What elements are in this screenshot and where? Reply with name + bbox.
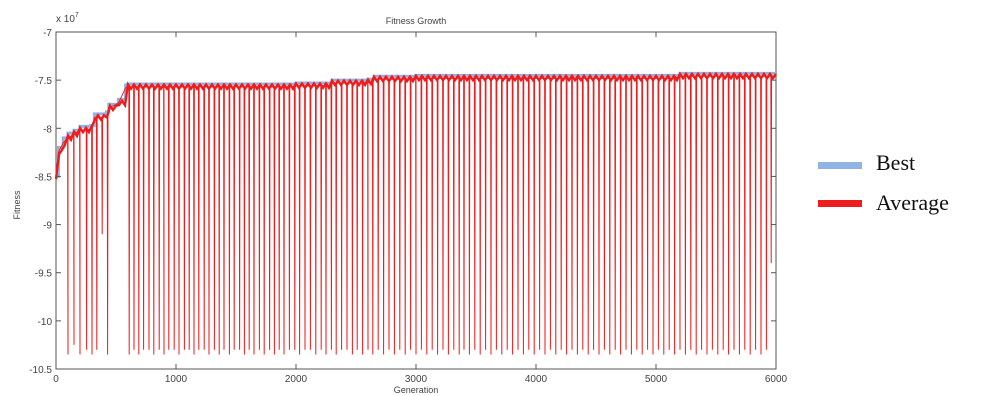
x-tick-label: 1000 [165,374,188,385]
x-axis-title: Generation [394,385,439,395]
y-multiplier-label: x 107 [56,12,79,25]
axis-ticks [55,31,777,370]
series-average-band [54,71,777,179]
y-tick-label: -10.5 [29,365,52,376]
legend-swatch-average [818,200,862,207]
x-tick-label: 0 [53,374,59,385]
chart-title: Fitness Growth [386,16,447,26]
legend-label-best: Best [876,150,915,175]
x-tick-label: 2000 [285,374,308,385]
x-tick-label: 4000 [525,374,548,385]
y-tick-label: -9.5 [35,269,53,280]
y-tick-label: -8 [43,124,52,135]
x-tick-label: 3000 [405,374,428,385]
axis-tick-labels: 0 1000 2000 3000 4000 5000 6000 -7 -7.5 -8 -8.5 -9 -… [29,28,787,385]
y-tick-label: -7 [43,28,52,39]
y-tick-label: -10 [38,317,53,328]
y-tick-label: -9 [43,221,52,232]
legend-label-average: Average [876,190,949,215]
y-axis-title: Fitness [12,190,22,220]
series-average-layer [54,71,777,355]
x-tick-label: 6000 [765,374,788,385]
y-tick-label: -7.5 [35,76,53,87]
legend-swatch-best [818,162,862,169]
y-tick-label: -8.5 [35,172,53,183]
x-tick-label: 5000 [645,374,668,385]
